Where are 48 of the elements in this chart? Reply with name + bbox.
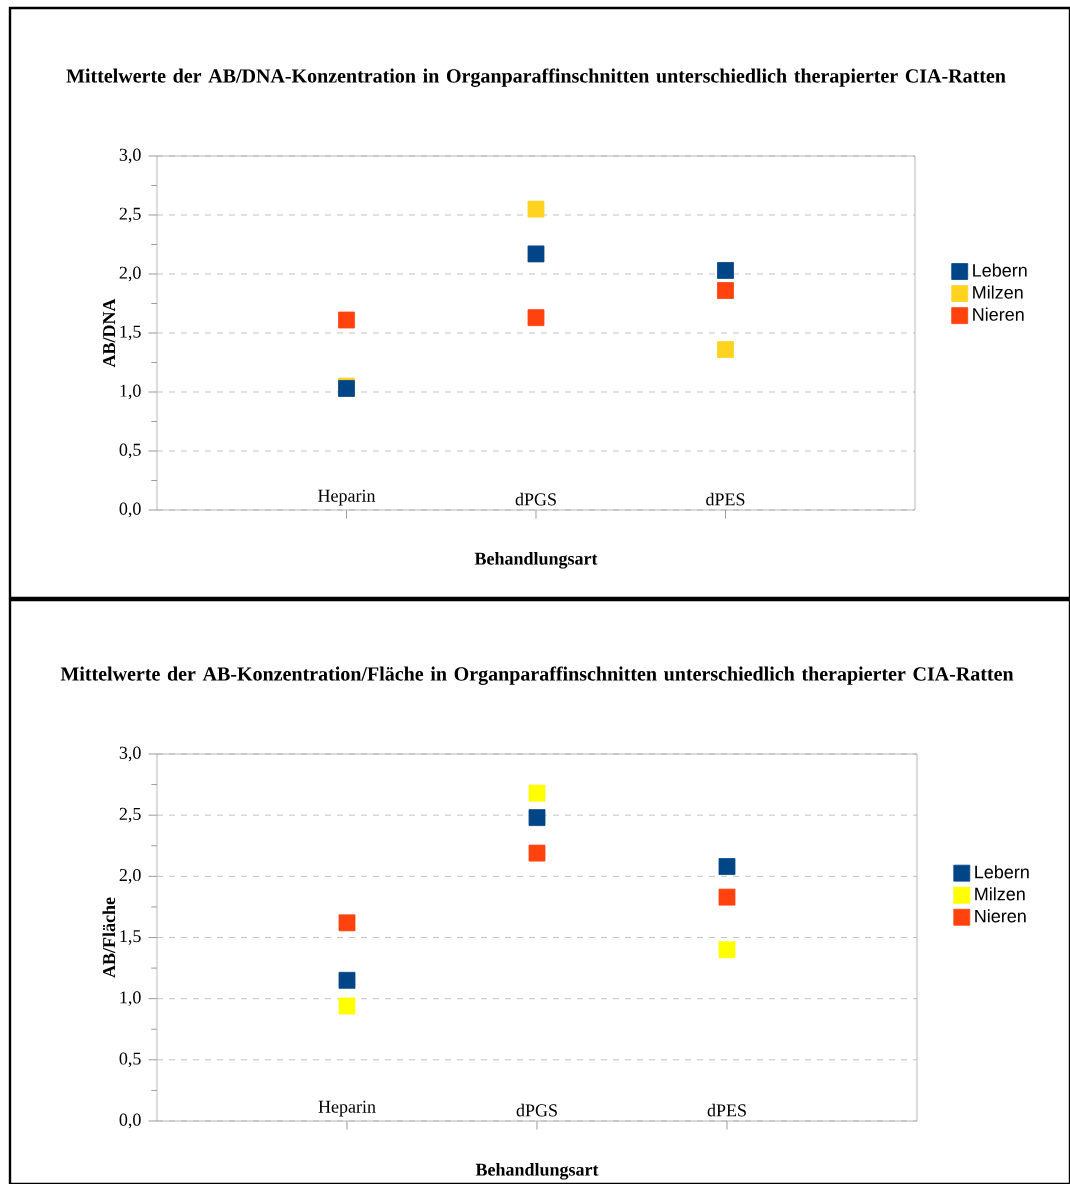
y-tick-label: 0,0 [119, 1113, 141, 1129]
point [527, 245, 545, 263]
x-tick-label: dPES [707, 1103, 746, 1117]
legend-label: Milzen [973, 285, 1023, 299]
chart-title: Mittelwerte der AB/DNA-Konzentration in Organparaffinschnitten unterschiedlich therapierter CIA-Ratten [66, 68, 1006, 87]
legend-label: Lebern [975, 865, 1029, 879]
point [528, 844, 546, 862]
y-tick-label: 3,0 [119, 746, 141, 762]
x-tick-label: dPES [706, 492, 745, 506]
point [528, 809, 546, 827]
point [718, 858, 736, 875]
y-tick-label: 0,0 [119, 502, 141, 518]
y-tick-label: 2,0 [119, 868, 141, 884]
y-axis-title: AB/Fläche [102, 897, 116, 978]
y-tick-label: 2,0 [119, 266, 141, 282]
y-tick-label: 0,5 [119, 443, 141, 459]
x-axis-title: Behandlungsart [474, 552, 598, 569]
legend-label: Lebern [973, 263, 1027, 277]
legend-label: Milzen [975, 887, 1025, 901]
point [717, 262, 734, 279]
point [527, 200, 545, 218]
x-tick-label: dPGS [515, 492, 556, 506]
chart-title: Mittelwerte der AB-Konzentration/Fläche in Organparaffinschnitten unterschiedlich therapierter CIA-Ratten [60, 666, 1014, 685]
point [338, 971, 356, 989]
x-tick-label: Heparin [318, 489, 376, 506]
point [338, 311, 355, 329]
x-axis-title: Behandlungsart [475, 1163, 599, 1180]
y-tick-label: 0,5 [119, 1052, 141, 1068]
legend-label: Nieren [973, 307, 1024, 321]
point [528, 784, 546, 802]
point [527, 309, 545, 327]
x-tick-label: Heparin [318, 1100, 376, 1117]
point [717, 282, 734, 299]
point [338, 997, 356, 1015]
y-tick-label: 1,0 [120, 384, 141, 400]
y-axis-title: AB/DNA [103, 298, 116, 368]
point [717, 341, 734, 358]
y-tick-label: 1,5 [120, 930, 141, 945]
point [338, 914, 356, 932]
y-tick-label: 1,5 [120, 325, 141, 341]
y-tick-label: 2,5 [119, 807, 141, 823]
y-tick-label: 3,0 [119, 148, 141, 164]
legend-label: Nieren [975, 909, 1026, 923]
y-tick-label: 2,5 [119, 207, 141, 223]
point [718, 941, 736, 959]
point [718, 888, 736, 906]
y-tick-label: 1,0 [120, 991, 141, 1007]
x-tick-label: dPGS [516, 1103, 557, 1117]
